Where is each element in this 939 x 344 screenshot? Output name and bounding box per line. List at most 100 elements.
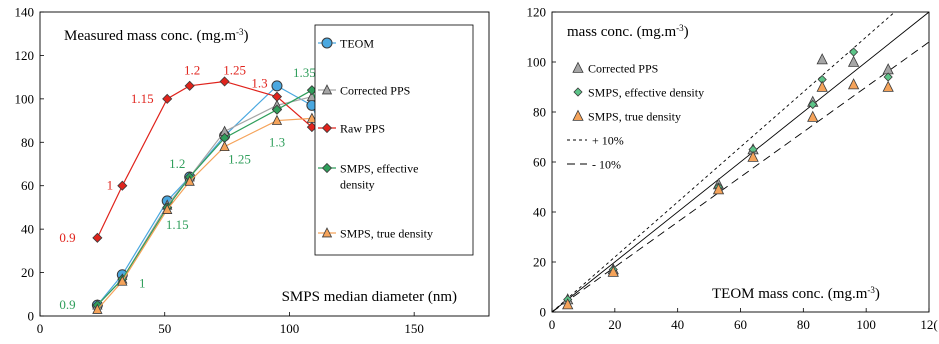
y-tick-label: 40 bbox=[21, 222, 34, 237]
series-line bbox=[96, 80, 323, 239]
right-chart: 0 20 40 60 80 100 120 0 20 40 60 80 100 12(mass conc.… bbox=[527, 5, 938, 333]
chart-title: Measured mass conc. (mg.m-3) bbox=[64, 27, 249, 44]
data-point bbox=[219, 140, 230, 151]
data-point bbox=[271, 80, 283, 92]
data-point bbox=[816, 80, 828, 92]
data-point bbox=[816, 53, 828, 65]
y-tick-label: 0 bbox=[540, 305, 547, 320]
x-tick-label: 150 bbox=[404, 321, 424, 336]
annotation-label: 0.9 bbox=[59, 297, 75, 312]
series-line bbox=[96, 89, 323, 306]
x-tick-label: 80 bbox=[797, 317, 810, 332]
data-point bbox=[117, 275, 128, 286]
y-tick-label: 140 bbox=[15, 5, 35, 20]
annotation-label: 1.3 bbox=[269, 134, 285, 149]
y-tick-label: 20 bbox=[533, 255, 546, 270]
series-line bbox=[96, 85, 323, 306]
y-tick-label: 100 bbox=[15, 91, 35, 106]
annotation-label: 1.25 bbox=[228, 152, 251, 167]
annotation-label: 1.15 bbox=[166, 217, 189, 232]
y-tick-label: 0 bbox=[28, 309, 35, 324]
left-chart: 0 20 40 60 80 100 120 140 0 50 100 150 Measured mass… bbox=[15, 5, 490, 336]
x-axis-label: SMPS median diameter (nm) bbox=[282, 289, 457, 305]
y-tick-label: 120 bbox=[15, 48, 35, 63]
data-point bbox=[882, 80, 894, 92]
legend-label: Raw PPS bbox=[340, 122, 385, 136]
x-tick-label: 40 bbox=[671, 317, 684, 332]
legend-marker bbox=[321, 162, 333, 174]
legend-marker bbox=[321, 84, 333, 95]
annotation-label: 1 bbox=[139, 275, 146, 290]
data-point bbox=[219, 76, 230, 87]
data-point bbox=[271, 104, 283, 115]
reference-line bbox=[552, 12, 896, 312]
data-point bbox=[184, 175, 195, 186]
x-tick-label: 12( bbox=[920, 317, 937, 332]
annotation-label: 1.25 bbox=[223, 63, 246, 78]
data-point bbox=[747, 150, 759, 162]
chart-title-main: mass conc. (mg.m bbox=[567, 24, 676, 40]
data-point bbox=[117, 180, 128, 191]
y-tick-label: 120 bbox=[527, 5, 547, 20]
legend: Corrected PPS SMPS, effective density SMPS… bbox=[567, 62, 704, 172]
annotation-label: 0.9 bbox=[59, 230, 75, 245]
reference-line bbox=[552, 12, 929, 312]
legend-label: TEOM bbox=[340, 37, 374, 51]
x-tick-label: 100 bbox=[280, 321, 300, 336]
data-point bbox=[807, 110, 819, 122]
legend-label: SMPS, effective bbox=[340, 162, 418, 176]
x-axis-label-main: TEOM mass conc. (mg.m bbox=[712, 286, 868, 302]
data-point bbox=[92, 232, 103, 243]
y-tick-label: 40 bbox=[533, 205, 546, 220]
x-tick-label: 0 bbox=[549, 317, 556, 332]
y-tick-label: 100 bbox=[527, 55, 547, 70]
data-point bbox=[847, 78, 860, 90]
chart-title-end: ) bbox=[684, 24, 689, 40]
plot-frame bbox=[39, 11, 490, 317]
x-axis-label-sup: -3 bbox=[867, 285, 875, 295]
x-tick-label: 0 bbox=[37, 321, 44, 336]
legend-marker bbox=[573, 87, 583, 97]
data-point bbox=[808, 99, 818, 110]
legend-box bbox=[314, 24, 474, 256]
y-tick-label: 80 bbox=[21, 135, 34, 150]
x-axis-label: TEOM mass conc. (mg.m-3) bbox=[712, 285, 880, 302]
legend-label: SMPS, effective density bbox=[588, 86, 704, 100]
data-point bbox=[849, 47, 859, 57]
legend-marker bbox=[321, 122, 333, 134]
series-2 bbox=[92, 76, 327, 243]
legend-label: density bbox=[340, 178, 375, 192]
data-point bbox=[162, 203, 173, 214]
chart-title-sup: -3 bbox=[676, 23, 684, 33]
legend-label: Corrected PPS bbox=[588, 62, 658, 76]
data-point bbox=[607, 265, 619, 277]
legend-label: + 10% bbox=[592, 134, 624, 148]
chart-title: mass conc. (mg.m-3) bbox=[567, 23, 689, 40]
reference-lines bbox=[552, 12, 929, 312]
annotation-label: 1.3 bbox=[251, 76, 267, 91]
series-0 bbox=[91, 80, 328, 311]
x-axis-label-end: ) bbox=[875, 286, 880, 302]
y-tick-label: 20 bbox=[21, 265, 34, 280]
legend-marker bbox=[321, 37, 333, 49]
annotation-label: 1.2 bbox=[169, 156, 185, 171]
legend-marker bbox=[572, 61, 584, 73]
legend-label: Corrected PPS bbox=[340, 84, 410, 98]
series-line bbox=[96, 96, 322, 306]
annotation-label: 1.15 bbox=[131, 91, 154, 106]
y-tick-label: 60 bbox=[21, 178, 34, 193]
annotation-label: 1.2 bbox=[184, 63, 200, 78]
series-1 bbox=[92, 90, 328, 310]
annotation-label: 1 bbox=[107, 178, 114, 193]
x-tick-label: 60 bbox=[734, 317, 747, 332]
x-tick-label: 100 bbox=[856, 317, 876, 332]
data-point bbox=[162, 93, 173, 104]
data-point bbox=[271, 114, 283, 125]
x-tick-label: 50 bbox=[158, 321, 171, 336]
data-point bbox=[847, 55, 860, 67]
x-tick-label: 20 bbox=[608, 317, 621, 332]
legend-marker bbox=[572, 109, 584, 121]
legend-label: SMPS, true density bbox=[588, 110, 681, 124]
